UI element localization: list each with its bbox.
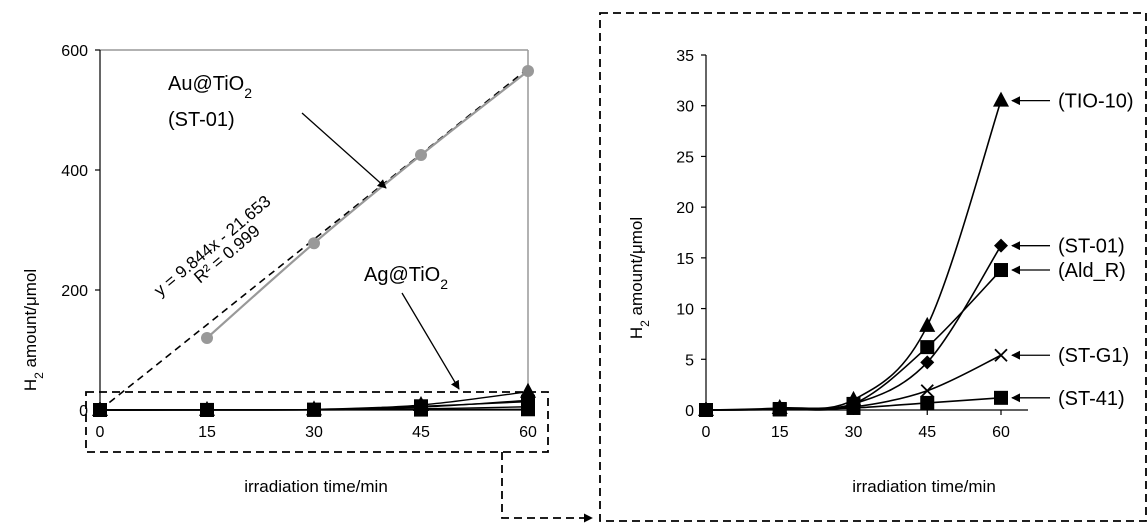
left-series-st-41 [93, 402, 535, 417]
data-point [307, 402, 321, 417]
right-x-axis-label: irradiation time/min [852, 477, 996, 496]
data-point [772, 402, 787, 417]
data-point [415, 149, 427, 161]
data-point [994, 348, 1008, 362]
data-point [846, 400, 861, 415]
series-label: (ST-G1) [1058, 345, 1129, 367]
au-label-line1: Au@TiO2 [168, 73, 252, 101]
left-x-tick-label: 60 [519, 424, 537, 441]
series-label: (ST-01) [1058, 236, 1125, 258]
right-x-tick-label: 15 [771, 424, 789, 441]
series-line [705, 100, 1002, 411]
left-x-tick-label: 45 [412, 424, 430, 441]
au-arrow [301, 112, 387, 189]
data-point [920, 395, 935, 410]
right-series-st-41 [699, 390, 1008, 417]
right-x-tick-label: 30 [845, 424, 863, 441]
left-y-tick-label: 400 [61, 163, 88, 180]
au-label-line2: (ST-01) [168, 109, 235, 131]
series-label: (Ald_R) [1058, 260, 1126, 282]
right-y-ticks: 0 5 10 15 20 25 30 35 [676, 48, 706, 420]
right-y-tick-label: 35 [676, 48, 694, 65]
left-x-tick-label: 15 [198, 424, 216, 441]
ag-arrow [401, 292, 460, 390]
series-label: (TIO-10) [1058, 91, 1134, 113]
series-label: (ST-41) [1058, 388, 1125, 410]
left-chart: 0 200 400 600 0 15 30 45 60 irradiation time/mi… [21, 43, 549, 496]
left-x-axis-label: irradiation time/min [244, 477, 388, 496]
left-series-group [92, 65, 536, 417]
data-point [93, 403, 107, 417]
right-y-tick-label: 10 [676, 302, 694, 319]
left-y-tick-label: 0 [79, 403, 88, 420]
data-point [520, 382, 536, 398]
data-point [200, 402, 214, 417]
right-y-tick-label: 5 [685, 352, 694, 369]
left-y-tick-label: 600 [61, 43, 88, 60]
data-point [993, 91, 1009, 107]
data-point [308, 237, 320, 250]
data-point [920, 384, 934, 398]
data-point [521, 402, 535, 417]
right-y-tick-label: 15 [676, 251, 694, 268]
data-point [201, 332, 213, 344]
left-x-tick-label: 30 [305, 424, 323, 441]
ag-label: Ag@TiO2 [364, 264, 448, 292]
left-y-axis-label: H2 amount/μmol [21, 269, 46, 391]
data-point [994, 238, 1008, 253]
left-y-ticks: 0 200 400 600 [61, 43, 100, 420]
right-y-tick-label: 30 [676, 99, 694, 116]
left-y-tick-label: 200 [61, 283, 88, 300]
right-y-axis-label: H2 amount/μmol [627, 217, 652, 339]
right-series-tio-10 [698, 91, 1009, 416]
zoom-region-box [85, 391, 549, 453]
inset-dashed-frame [599, 12, 1147, 522]
right-x-tick-label: 45 [918, 424, 936, 441]
series-line [206, 70, 529, 339]
data-point [994, 263, 1008, 278]
right-y-tick-label: 25 [676, 149, 694, 166]
right-x-tick-label: 60 [992, 424, 1010, 441]
right-x-tick-label: 0 [702, 424, 711, 441]
data-point [994, 390, 1008, 405]
right-series-group [698, 91, 1009, 417]
data-point [522, 65, 534, 77]
zoom-connector-line [501, 452, 593, 523]
data-point [920, 355, 935, 370]
left-series-au-tio2-st-01- [201, 65, 534, 344]
right-x-ticks: 0 15 30 45 60 [702, 410, 1010, 441]
data-point [699, 403, 713, 417]
equation-label: y = 9.844x - 21.653 [150, 192, 274, 300]
right-series-st-01 [699, 238, 1008, 417]
right-y-tick-label: 0 [685, 403, 694, 420]
data-point [920, 340, 935, 355]
data-point [919, 316, 936, 332]
series-line [705, 269, 1002, 411]
left-x-tick-label: 0 [96, 424, 105, 441]
data-point [414, 402, 428, 417]
series-line [705, 245, 1002, 411]
right-y-tick-label: 20 [676, 200, 694, 217]
right-series-labels: (TIO-10) (ST-01)(Ald_R) (ST-G1) (ST-41) [1011, 91, 1134, 410]
right-chart: 0 5 10 15 20 25 30 35 0 15 30 45 60 (TIO-10) (ST-01)… [599, 12, 1147, 522]
